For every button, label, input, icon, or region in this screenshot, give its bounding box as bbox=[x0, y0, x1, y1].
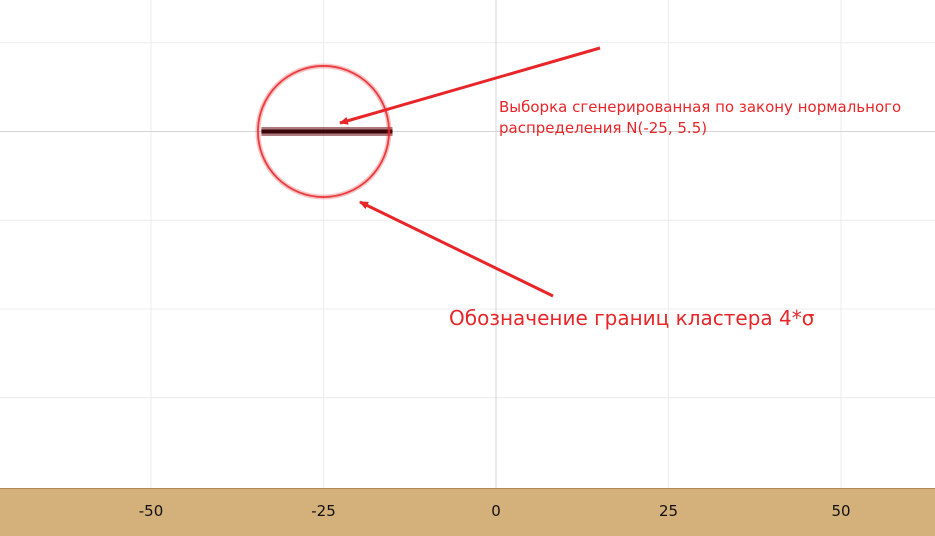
chart-marks bbox=[255, 63, 393, 200]
horizontal-grid-lines bbox=[0, 42, 935, 399]
x-tick-labels: -50 -25 0 25 50 bbox=[139, 502, 851, 520]
annotation-text-boundary: Обозначение границ кластера 4*σ bbox=[449, 306, 815, 330]
annotation-text-sample: распределения N(-25, 5.5) bbox=[499, 119, 707, 137]
x-tick-label: 25 bbox=[659, 502, 678, 520]
x-axis-band bbox=[0, 488, 935, 536]
vertical-grid-lines bbox=[150, 0, 842, 488]
cluster-boundary bbox=[255, 63, 392, 200]
annotation-text-sample: Выборка сгенерированная по закону нормал… bbox=[499, 98, 901, 116]
annotation-arrow-boundary bbox=[359, 200, 554, 298]
x-tick-label: 0 bbox=[491, 502, 501, 520]
x-tick-label: -50 bbox=[139, 502, 164, 520]
x-axis-band-rect bbox=[0, 488, 935, 536]
cluster-boundary-circle bbox=[257, 65, 390, 198]
annotations: Выборка сгенерированная по закону нормал… bbox=[339, 46, 901, 330]
x-tick-label: 50 bbox=[831, 502, 850, 520]
axes bbox=[0, 0, 935, 488]
x-tick-label: -25 bbox=[311, 502, 336, 520]
annotation-arrow-sample bbox=[339, 46, 601, 125]
